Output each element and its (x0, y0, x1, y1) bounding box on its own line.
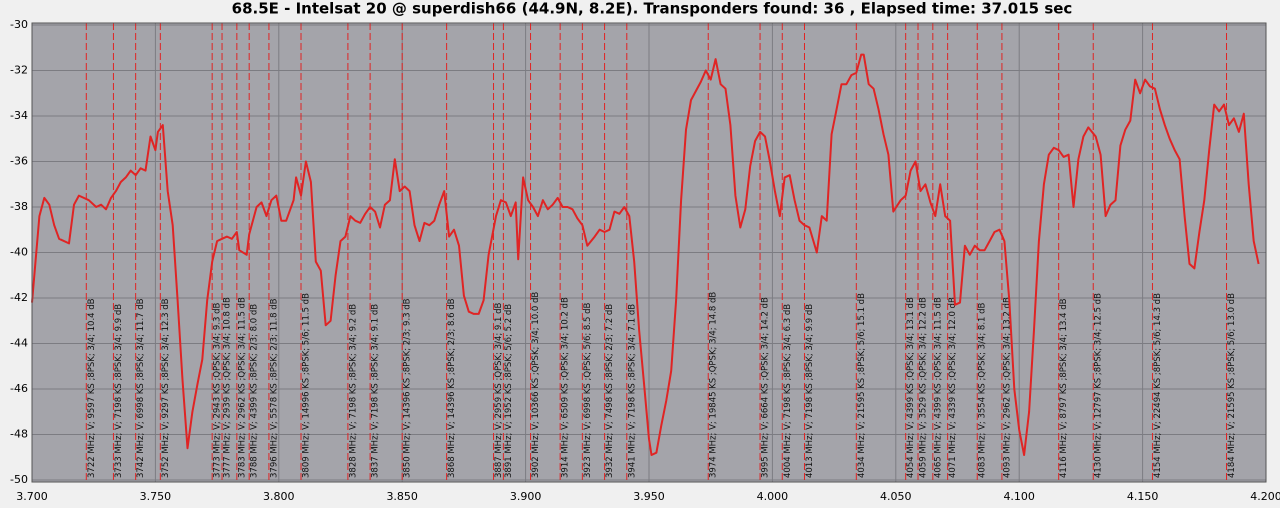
y-tick-label: -32 (10, 64, 28, 77)
transponder-label: 4059 MHz; V; 3529 KS ;QPSK; 3/4; 12.2 dB (919, 297, 929, 478)
plot-border (31, 22, 1267, 483)
y-tick-label: -30 (10, 18, 28, 31)
transponder-label: 4184 MHz; V; 21595 KS ;8PSK; 5/6; 13.0 d… (1227, 293, 1237, 478)
chart-title: 68.5E - Intelsat 20 @ superdish66 (44.9N… (232, 0, 1073, 18)
transponder-label: 3923 MHz; V; 6998 KS ;QPSK; 5/6; 8.5 dB (583, 302, 593, 478)
transponder-label: 3742 MHz; V; 6998 KS ;8PSK; 3/4; 11.7 dB (136, 298, 146, 478)
transponder-label: 3722 MHz; V; 9597 KS ;8PSK; 3/4; 10.4 dB (87, 298, 97, 478)
transponder-label: 3837 MHz; V; 7198 KS ;8PSK; 3/4; 9.1 dB (371, 304, 381, 478)
y-tick-label: -40 (10, 246, 28, 259)
x-tick-label: 3.950 (633, 490, 665, 503)
transponder-label: 3995 MHz; V; 6664 KS ;QPSK; 3/4; 14.2 dB (761, 297, 771, 478)
transponder-label: 4004 MHz; V; 7198 KS ;8PSK; 3/4; 6.3 dB (783, 304, 793, 478)
x-tick-label: 4.000 (757, 490, 789, 503)
x-tick-label: 3.800 (263, 490, 295, 503)
y-tick-label: -50 (10, 473, 28, 486)
x-tick-label: 4.200 (1250, 490, 1280, 503)
transponder-label: 4116 MHz; V; 8797 KS ;8PSK; 3/4; 13.4 dB (1059, 298, 1069, 478)
transponder-label: 3828 MHz; V; 7198 KS ;8PSK; 3/4; 9.2 dB (348, 304, 358, 478)
y-tick-label: -46 (10, 382, 28, 395)
transponder-label: 3773 MHz; V; 2943 KS ;QPSK; 3/4; 9.3 dB (213, 302, 223, 478)
transponder-label: 3891 MHz; V; 1952 KS ;8PSK; 5/6; 5.2 dB (504, 304, 514, 478)
x-tick-label: 4.150 (1127, 490, 1159, 503)
transponder-label: 3783 MHz; V; 2962 KS ;QPSK; 3/4; 11.5 dB (237, 297, 247, 478)
transponder-label: 4034 MHz; V; 21595 KS ;8PSK; 5/6; 15.1 d… (857, 293, 867, 478)
transponder-label: 3850 MHz; V; 14396 KS ;8PSK; 2/3; 9.3 dB (403, 298, 413, 478)
transponder-label: 3809 MHz; V; 14996 KS ;8PSK; 5/6; 11.5 d… (302, 293, 312, 478)
x-tick-label: 3.850 (386, 490, 418, 503)
x-tick-label: 4.100 (1003, 490, 1035, 503)
spectrum-line (31, 53, 1260, 456)
transponder-label: 3788 MHz; V; 4399 KS ;8PSK; 2/3; 8.0 dB (250, 304, 260, 478)
x-tick-label: 3.700 (16, 490, 48, 503)
transponder-label: 4071 MHz; V; 4339 KS ;QPSK; 3/4; 12.0 dB (948, 297, 958, 478)
transponder-label: 4083 MHz; V; 3554 KS ;QPSK; 3/4; 8.1 dB (978, 302, 988, 478)
transponder-label: 3941 MHz; V; 7198 KS ;8PSK; 3/4; 7.1 dB (627, 304, 637, 478)
transponder-label: 4154 MHz; V; 22494 KS ;8PSK; 5/6; 14.3 d… (1153, 293, 1163, 478)
transponder-label: 3902 MHz; V; 10366 KS ;QPSK; 3/4; 10.0 d… (531, 292, 541, 478)
transponder-label: 4054 MHz; V; 4399 KS ;QPSK; 3/4; 13.1 dB (906, 297, 916, 478)
transponder-label: 4093 MHz; V; 2962 KS ;QPSK; 3/4; 13.2 dB (1002, 297, 1012, 478)
x-tick-label: 3.750 (140, 490, 172, 503)
transponder-label: 4130 MHz; V; 12797 KS ;8PSK; 3/4; 12.5 d… (1094, 293, 1104, 478)
transponder-label: 3914 MHz; V; 6509 KS ;QPSK; 3/4; 10.2 dB (561, 297, 571, 478)
transponder-label: 3887 MHz; V; 2959 KS ;QPSK; 3/4; 9.1 dB (494, 302, 504, 478)
y-tick-label: -48 (10, 428, 28, 441)
y-tick-label: -34 (10, 109, 28, 122)
y-tick-label: -38 (10, 200, 28, 213)
x-tick-label: 3.900 (510, 490, 542, 503)
transponder-label: 4013 MHz; V; 7198 KS ;8PSK; 3/4; 9.9 dB (805, 304, 815, 478)
transponder-label: 3733 MHz; V; 7198 KS ;8PSK; 3/4; 9.9 dB (114, 304, 124, 478)
transponder-label: 3974 MHz; V; 19845 KS ;QPSK; 3/4; 14.8 d… (709, 292, 719, 478)
transponder-label: 3796 MHz; V; 5578 KS ;8PSK; 2/3; 11.8 dB (269, 298, 279, 478)
y-tick-label: -42 (10, 291, 28, 304)
transponder-label: 3752 MHz; V; 9297 KS ;8PSK; 3/4; 12.3 dB (161, 298, 171, 478)
x-tick-label: 4.050 (880, 490, 912, 503)
transponder-label: 3932 MHz; V; 7498 KS ;8PSK; 2/3; 7.2 dB (605, 304, 615, 478)
transponder-label: 4065 MHz; V; 4399 KS ;QPSK; 3/4; 11.5 dB (933, 297, 943, 478)
transponder-label: 3868 MHz; V; 14396 KS ;8PSK; 2/3; 8.6 dB (447, 298, 457, 478)
y-tick-label: -36 (10, 155, 28, 168)
transponder-label: 3777 MHz; V; 2939 KS ;QPSK; 3/4; 10.8 dB (223, 297, 233, 478)
y-tick-label: -44 (10, 337, 28, 350)
